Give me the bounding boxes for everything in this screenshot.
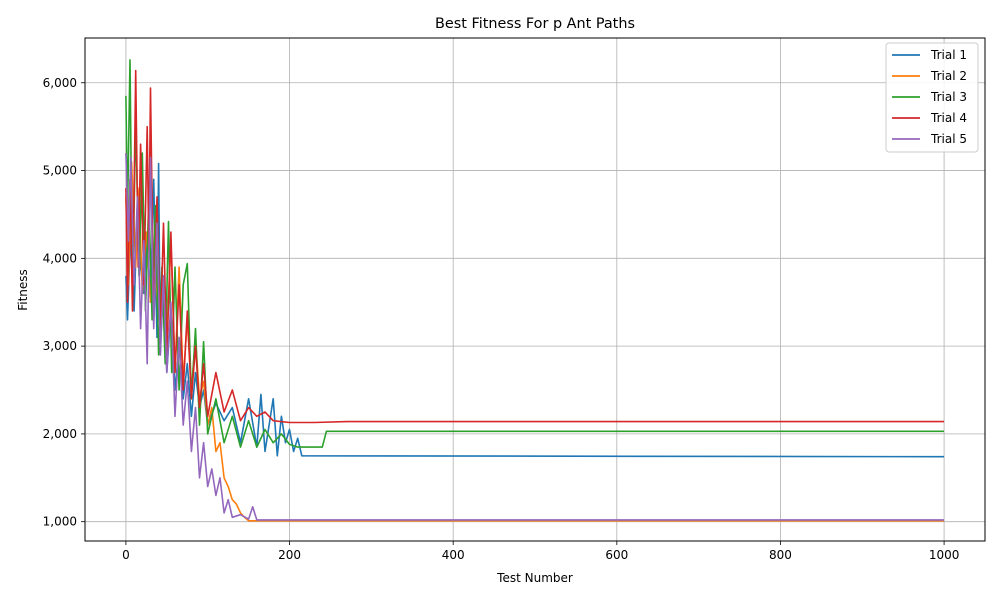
y-tick-label: 4,000 [43, 251, 77, 265]
y-tick-label: 1,000 [43, 515, 77, 529]
x-tick-label: 600 [605, 548, 628, 562]
series-line-trial-4 [125, 69, 945, 424]
legend-label-trial-1: Trial 1 [930, 48, 967, 62]
x-axis-label: Test Number [496, 571, 573, 585]
y-tick-label: 6,000 [43, 76, 77, 90]
x-tick-label: 0 [122, 548, 130, 562]
legend: Trial 1 Trial 2 Trial 3 Trial 4 Trial 5 [885, 42, 979, 153]
chart-title: Best Fitness For p Ant Paths [435, 16, 635, 32]
legend-label-trial-3: Trial 3 [930, 90, 967, 104]
legend-label-trial-2: Trial 2 [930, 69, 967, 83]
x-tick-label: 200 [278, 548, 301, 562]
y-axis-label: Fitness [16, 269, 30, 311]
y-axis-ticks: 1,000 2,000 3,000 4,000 5,000 6,000 [43, 76, 85, 529]
x-axis-ticks: 0 200 400 600 800 1000 [122, 541, 959, 562]
legend-label-trial-4: Trial 4 [930, 111, 967, 125]
series-lines [125, 59, 945, 522]
grid-lines [85, 38, 985, 541]
legend-label-trial-5: Trial 5 [930, 132, 967, 146]
y-tick-label: 2,000 [43, 427, 77, 441]
legend-box [885, 42, 979, 153]
series-line-trial-5 [125, 152, 945, 521]
x-tick-label: 1000 [929, 548, 960, 562]
x-tick-label: 400 [442, 548, 465, 562]
plot-frame [84, 37, 986, 542]
y-tick-label: 5,000 [43, 164, 77, 178]
x-tick-label: 800 [769, 548, 792, 562]
y-tick-label: 3,000 [43, 339, 77, 353]
